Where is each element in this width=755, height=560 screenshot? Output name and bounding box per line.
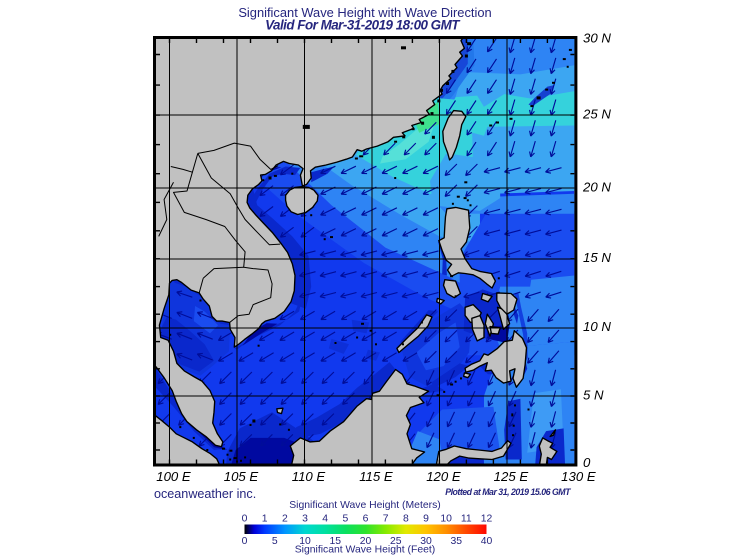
svg-text:4: 4 <box>322 513 328 524</box>
svg-text:10: 10 <box>440 513 452 524</box>
svg-text:105 E: 105 E <box>224 469 259 484</box>
svg-text:120 E: 120 E <box>426 469 461 484</box>
svg-text:10: 10 <box>299 536 311 547</box>
svg-text:100 E: 100 E <box>156 469 191 484</box>
svg-text:130 E: 130 E <box>561 469 596 484</box>
svg-text:5 N: 5 N <box>583 387 604 402</box>
svg-text:3: 3 <box>302 513 308 524</box>
svg-text:Plotted at Mar 31, 2019 15.06: Plotted at Mar 31, 2019 15.06 GMT <box>445 487 571 497</box>
svg-text:11: 11 <box>461 513 472 524</box>
svg-text:15: 15 <box>329 536 341 547</box>
svg-text:Valid For Mar-31-2019 18:00 GM: Valid For Mar-31-2019 18:00 GMT <box>265 17 461 32</box>
svg-text:35: 35 <box>450 536 462 547</box>
svg-text:1: 1 <box>262 513 268 524</box>
svg-text:Significant Wave Height (Feet): Significant Wave Height (Feet) <box>295 545 436 556</box>
svg-text:Significant Wave Height with W: Significant Wave Height with Wave Direct… <box>238 5 491 20</box>
svg-text:12: 12 <box>481 513 493 524</box>
svg-text:15 N: 15 N <box>583 250 611 265</box>
svg-text:20: 20 <box>360 536 372 547</box>
svg-text:25 N: 25 N <box>582 106 611 121</box>
svg-text:5: 5 <box>342 513 348 524</box>
svg-text:20 N: 20 N <box>582 179 611 194</box>
svg-text:30: 30 <box>420 536 432 547</box>
svg-text:125 E: 125 E <box>494 469 529 484</box>
svg-text:25: 25 <box>390 536 402 547</box>
svg-text:30 N: 30 N <box>583 30 611 45</box>
svg-text:110 E: 110 E <box>292 469 326 484</box>
svg-text:oceanweather inc.: oceanweather inc. <box>154 487 256 501</box>
svg-text:40: 40 <box>481 536 493 547</box>
svg-text:10 N: 10 N <box>583 319 611 334</box>
svg-text:0: 0 <box>242 536 248 547</box>
svg-text:9: 9 <box>423 513 429 524</box>
svg-text:Significant Wave Height (Meter: Significant Wave Height (Meters) <box>289 500 441 511</box>
svg-text:7: 7 <box>383 513 389 524</box>
svg-text:5: 5 <box>272 536 278 547</box>
svg-text:2: 2 <box>282 513 288 524</box>
svg-text:8: 8 <box>403 513 409 524</box>
svg-text:6: 6 <box>363 513 369 524</box>
svg-text:0: 0 <box>242 513 248 524</box>
svg-text:115 E: 115 E <box>359 469 393 484</box>
svg-text:0: 0 <box>583 455 591 470</box>
